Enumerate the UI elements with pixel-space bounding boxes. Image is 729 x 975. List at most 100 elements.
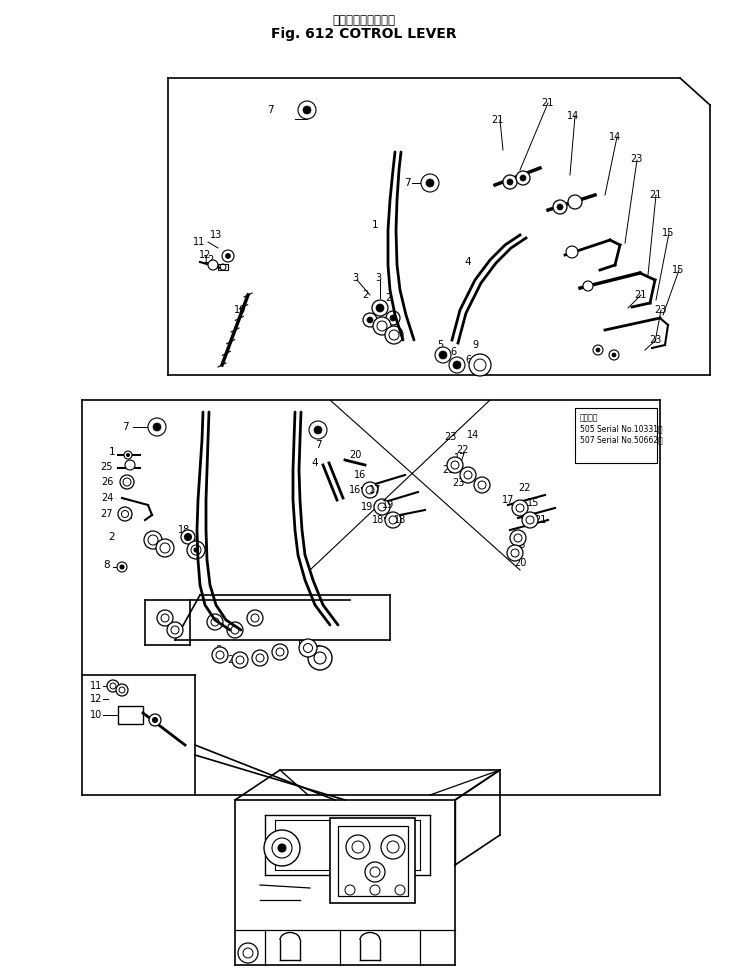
Text: 1: 1: [372, 220, 378, 230]
Circle shape: [225, 254, 230, 258]
Circle shape: [453, 361, 461, 369]
Text: 5: 5: [437, 340, 443, 350]
Text: 9: 9: [472, 340, 478, 350]
Circle shape: [345, 885, 355, 895]
Circle shape: [553, 200, 567, 214]
Text: 23: 23: [630, 154, 642, 164]
Circle shape: [157, 610, 173, 626]
Text: Fig. 612 COTROL LEVER: Fig. 612 COTROL LEVER: [271, 27, 457, 41]
Circle shape: [107, 680, 119, 692]
Circle shape: [386, 311, 400, 325]
Circle shape: [395, 885, 405, 895]
Circle shape: [507, 545, 523, 561]
Circle shape: [278, 844, 286, 852]
Circle shape: [362, 482, 378, 498]
Bar: [575, 408, 657, 463]
Text: 15: 15: [672, 265, 685, 275]
Circle shape: [125, 460, 135, 470]
Text: 4: 4: [464, 257, 472, 267]
Circle shape: [593, 345, 603, 355]
Circle shape: [583, 281, 593, 291]
Circle shape: [367, 317, 373, 323]
Circle shape: [507, 179, 513, 185]
Circle shape: [153, 423, 161, 431]
Text: 18: 18: [372, 515, 384, 525]
Circle shape: [447, 457, 463, 473]
Circle shape: [194, 548, 198, 552]
Circle shape: [127, 453, 130, 456]
Circle shape: [566, 246, 578, 258]
Text: 22: 22: [457, 445, 469, 455]
Bar: [119, 510, 131, 518]
Circle shape: [522, 512, 538, 528]
Text: 25: 25: [101, 462, 113, 472]
Text: 15: 15: [527, 498, 539, 508]
Circle shape: [308, 646, 332, 670]
Circle shape: [435, 347, 451, 363]
Circle shape: [303, 106, 311, 114]
Circle shape: [512, 500, 528, 516]
Circle shape: [596, 348, 600, 352]
Circle shape: [227, 622, 243, 638]
Bar: [330, 818, 415, 903]
Circle shape: [426, 179, 434, 187]
Circle shape: [247, 610, 263, 626]
Text: 11: 11: [90, 681, 102, 691]
Text: 2: 2: [385, 293, 391, 303]
Circle shape: [309, 421, 327, 439]
Text: 8: 8: [215, 645, 221, 655]
Circle shape: [439, 351, 447, 359]
Circle shape: [370, 885, 380, 895]
Circle shape: [374, 499, 390, 515]
Circle shape: [184, 533, 192, 540]
Text: 16: 16: [349, 485, 361, 495]
Circle shape: [363, 313, 377, 327]
Text: 23: 23: [444, 432, 456, 442]
Text: 19: 19: [361, 502, 373, 512]
Circle shape: [376, 304, 384, 312]
Circle shape: [385, 512, 401, 528]
Circle shape: [264, 830, 300, 866]
Text: 5: 5: [452, 365, 458, 375]
Circle shape: [385, 326, 403, 344]
Text: 4: 4: [312, 458, 319, 468]
Circle shape: [118, 507, 132, 521]
Text: 20: 20: [348, 450, 361, 460]
Circle shape: [516, 171, 530, 185]
Text: 22: 22: [519, 483, 531, 493]
Text: コントロールレバー: コントロールレバー: [332, 14, 396, 27]
Text: 17: 17: [369, 485, 381, 495]
Text: 507 Serial No.50662～: 507 Serial No.50662～: [580, 435, 663, 444]
Text: 3: 3: [352, 273, 358, 283]
Circle shape: [156, 539, 174, 557]
Text: 23: 23: [452, 478, 464, 488]
Circle shape: [117, 562, 127, 572]
Text: 5: 5: [297, 640, 303, 650]
Circle shape: [120, 475, 134, 489]
Text: 18: 18: [394, 515, 406, 525]
Circle shape: [314, 426, 322, 434]
Text: 505 Serial No.10331～: 505 Serial No.10331～: [580, 424, 663, 433]
Text: 14: 14: [567, 111, 579, 121]
Circle shape: [152, 718, 157, 722]
Text: 1: 1: [109, 447, 115, 457]
Text: 12: 12: [90, 694, 102, 704]
Text: 2: 2: [227, 655, 233, 665]
Circle shape: [222, 250, 234, 262]
Circle shape: [612, 353, 616, 357]
Text: 21: 21: [442, 465, 454, 475]
Bar: [118, 706, 143, 724]
Text: 6: 6: [450, 347, 456, 357]
Text: 5: 5: [259, 655, 265, 665]
Circle shape: [609, 350, 619, 360]
Text: 23: 23: [654, 305, 666, 315]
Circle shape: [449, 357, 465, 373]
Circle shape: [149, 714, 161, 726]
Text: 27: 27: [101, 509, 113, 519]
Circle shape: [298, 101, 316, 119]
Text: 19: 19: [382, 500, 394, 510]
Text: 18: 18: [178, 525, 190, 535]
Circle shape: [232, 652, 248, 668]
Text: 7: 7: [315, 440, 321, 450]
Text: 7: 7: [267, 105, 273, 115]
